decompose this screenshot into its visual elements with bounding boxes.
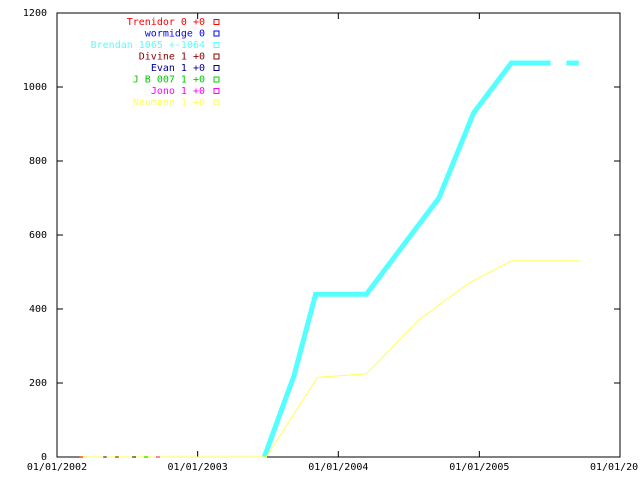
x-tick-label: 01/01/2003 [168,462,228,473]
legend-symbol [213,65,220,71]
legend-symbol [213,53,220,60]
y-tick-label: 1200 [23,8,47,19]
y-tick-label: 1000 [23,82,47,93]
legend-label: Brendan 1065 +-1064 [91,40,205,51]
y-tick-label: 400 [29,304,47,315]
y-tick-label: 0 [41,452,47,463]
legend-symbol [213,99,220,106]
x-tick-label: 01/01/20 [590,462,638,473]
series-line [261,60,551,458]
legend-symbol [213,76,220,83]
legend-symbol [213,19,220,25]
y-tick-label: 800 [29,156,47,167]
series-line [79,260,581,458]
legend-label: Evan 1 +0 [151,63,205,74]
y-tick-label: 200 [29,378,47,389]
legend-label: Trenidor 0 +0 [127,17,205,28]
x-tick-label: 01/01/2005 [449,462,509,473]
legend-label: Divine 1 +0 [139,52,205,63]
x-tick-label: 01/01/2004 [308,462,368,473]
legend-label: Jono 1 +0 [151,86,205,97]
x-tick-label: 01/01/2002 [27,462,87,473]
legend-symbol [213,30,220,37]
y-tick-label: 600 [29,230,47,241]
legend-label: J B 007 1 +0 [133,75,205,86]
legend-symbol [213,42,220,48]
legend-symbol [213,88,220,94]
legend-label: Neumann 1 +0 [133,98,205,109]
legend-label: wormidge 0 [145,29,205,40]
